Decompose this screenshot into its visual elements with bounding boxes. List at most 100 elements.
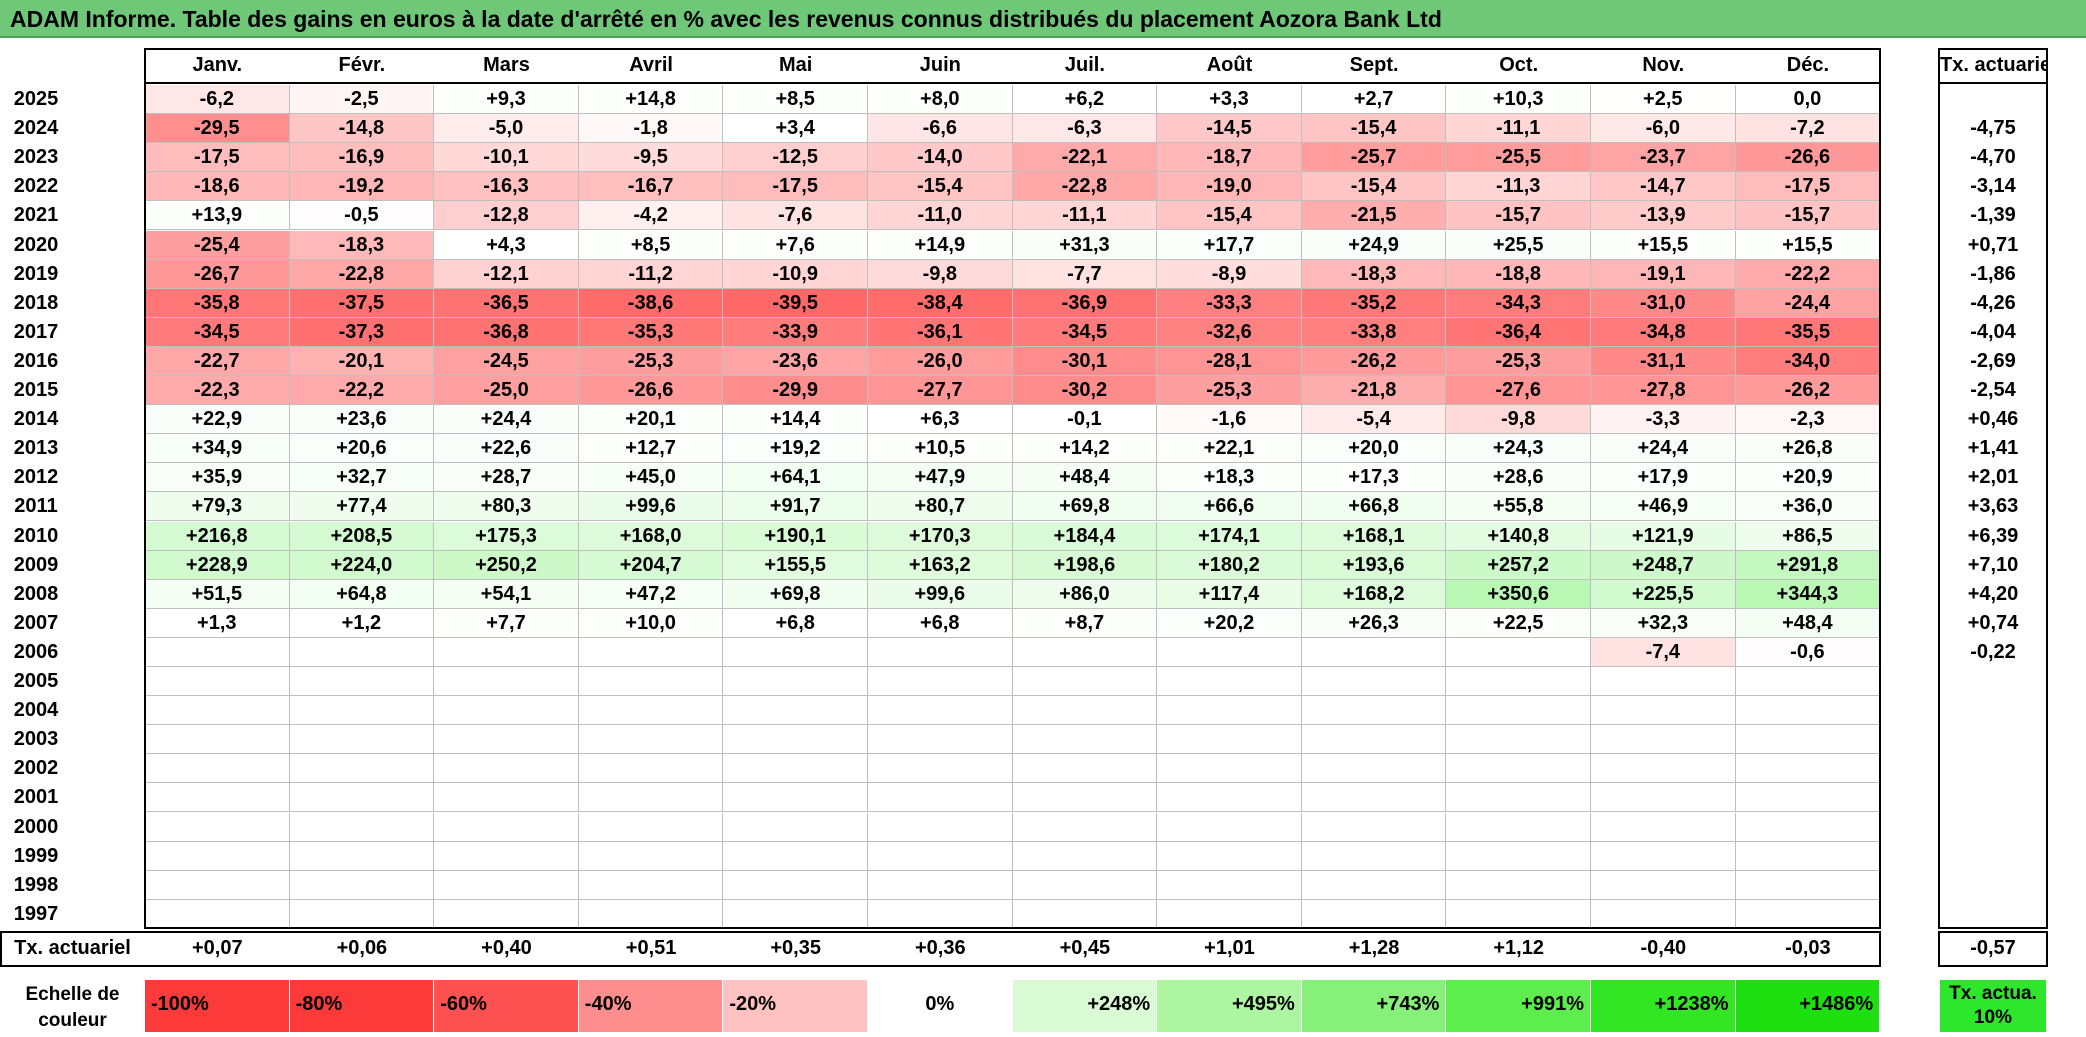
gain-cell — [145, 637, 290, 667]
gain-cell: -0,1 — [1012, 405, 1158, 435]
gain-cell: +64,8 — [289, 579, 435, 609]
gain-cell — [578, 725, 724, 755]
gain-cell — [868, 696, 1013, 726]
gain-cell — [723, 870, 868, 900]
year-label: 2010 — [13, 524, 59, 547]
gain-cell — [289, 696, 435, 726]
year-label: 2004 — [13, 699, 59, 722]
gain-cell: -17,5 — [1735, 172, 1881, 202]
gain-cell: -37,5 — [289, 288, 435, 318]
gain-cell: +10,5 — [868, 434, 1013, 464]
gain-cell: +47,2 — [578, 579, 724, 609]
year-label: 2023 — [13, 146, 59, 169]
gain-cell — [1735, 899, 1881, 929]
gain-cell: -36,5 — [434, 288, 579, 318]
year-label: 2025 — [13, 88, 59, 110]
rate-cell — [1940, 696, 2046, 725]
gain-cell: +180,2 — [1157, 550, 1302, 580]
gain-cell: +225,5 — [1591, 579, 1736, 609]
rate-cell — [1940, 900, 2046, 929]
year-label: 2012 — [13, 466, 59, 489]
gain-cell — [1301, 841, 1447, 871]
gain-cell: +344,3 — [1735, 579, 1881, 609]
gain-cell: -19,0 — [1157, 172, 1302, 202]
gain-cell — [1012, 870, 1158, 900]
gain-cell: -26,2 — [1301, 346, 1447, 376]
gain-cell: +24,4 — [434, 405, 579, 435]
gain-cell: +15,5 — [1735, 230, 1881, 260]
gain-cell: +14,8 — [578, 85, 724, 115]
gain-cell: +190,1 — [723, 521, 868, 551]
gain-cell: +26,3 — [1301, 608, 1447, 638]
gain-cell — [289, 637, 435, 667]
gain-cell: +8,0 — [868, 85, 1013, 115]
gain-cell — [1157, 637, 1302, 667]
gain-cell: +248,7 — [1591, 550, 1736, 580]
gain-cell — [1301, 696, 1447, 726]
gain-cell: +47,9 — [868, 463, 1013, 493]
gain-cell: +6,3 — [868, 405, 1013, 435]
gain-cell: +1,2 — [289, 608, 435, 638]
gain-cell: +22,9 — [145, 405, 290, 435]
gain-cell — [1591, 783, 1736, 813]
gain-cell — [723, 841, 868, 871]
gain-cell — [1157, 899, 1302, 929]
gain-cell: +250,2 — [434, 550, 579, 580]
gain-cell — [723, 754, 868, 784]
gain-cell: +91,7 — [723, 492, 868, 522]
gain-cell: -5,0 — [434, 114, 579, 144]
legend-swatch: +1486% — [1735, 980, 1881, 1032]
rate-cell: -2,69 — [1970, 349, 2016, 372]
footer-rate-cell: +1,12 — [1493, 937, 1544, 959]
gain-cell: +216,8 — [145, 521, 290, 551]
gain-cell: +8,5 — [578, 230, 724, 260]
gain-cell — [1446, 667, 1591, 697]
year-label: 2009 — [13, 553, 59, 576]
gain-cell — [1157, 812, 1302, 842]
gain-cell — [1591, 754, 1736, 784]
rate-cell: -1,39 — [1970, 204, 2016, 227]
month-header: Mars — [483, 54, 530, 76]
rate-cell: +0,71 — [1967, 233, 2019, 256]
year-label: 2002 — [13, 757, 59, 780]
gain-cell: -25,4 — [145, 230, 290, 260]
gain-cell: -30,2 — [1012, 376, 1158, 406]
footer-rate-cell: +0,06 — [336, 937, 388, 959]
gain-cell — [1591, 899, 1736, 929]
year-label: 2000 — [13, 815, 59, 838]
gain-cell — [1735, 870, 1881, 900]
footer-rate-cell: +0,36 — [914, 937, 966, 959]
year-label: 2021 — [13, 204, 59, 227]
gain-cell: +228,9 — [145, 550, 290, 580]
gain-cell — [1157, 783, 1302, 813]
month-header: Mai — [779, 54, 813, 76]
gain-cell: -25,5 — [1446, 143, 1591, 173]
gain-cell — [1157, 841, 1302, 871]
gain-cell: -15,7 — [1446, 201, 1591, 231]
gain-cell: -10,9 — [723, 259, 868, 289]
gain-cell: +28,7 — [434, 463, 579, 493]
gain-cell: -5,4 — [1301, 405, 1447, 435]
gain-cell: -3,3 — [1591, 405, 1736, 435]
year-label: 2001 — [13, 786, 59, 809]
gain-cell — [1446, 754, 1591, 784]
year-label: 2007 — [13, 611, 59, 634]
gain-cell — [434, 899, 579, 929]
gain-cell — [145, 870, 290, 900]
gain-cell: -16,9 — [289, 143, 435, 173]
gain-cell: -7,2 — [1735, 114, 1881, 144]
footer-label: Tx. actuariel — [14, 937, 131, 959]
gain-cell — [289, 754, 435, 784]
year-label: 2015 — [13, 379, 59, 401]
gain-cell: -15,4 — [1301, 114, 1447, 144]
gain-cell: -1,6 — [1157, 405, 1302, 435]
gain-cell: -34,0 — [1735, 346, 1881, 376]
gain-cell: -18,3 — [1301, 259, 1447, 289]
gain-cell: +291,8 — [1735, 550, 1881, 580]
rate-cell: -1,86 — [1970, 262, 2016, 285]
gain-cell: -16,3 — [434, 172, 579, 202]
gain-cell — [578, 812, 724, 842]
gain-cell: +22,1 — [1157, 434, 1302, 464]
year-label: 2016 — [13, 349, 59, 372]
gain-cell — [1446, 637, 1591, 667]
